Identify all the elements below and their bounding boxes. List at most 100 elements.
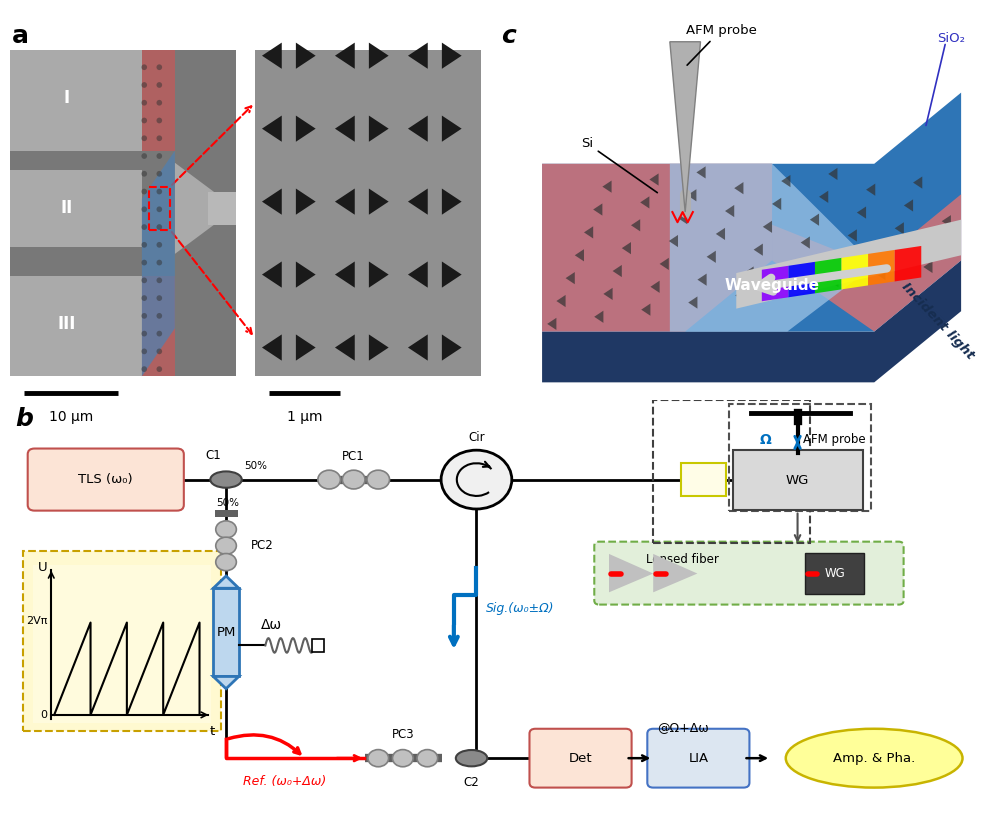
Polygon shape xyxy=(735,289,744,301)
Polygon shape xyxy=(335,334,355,360)
Text: C1: C1 xyxy=(205,449,221,462)
Polygon shape xyxy=(696,167,705,178)
Text: WG: WG xyxy=(786,474,810,487)
Polygon shape xyxy=(687,190,696,201)
Polygon shape xyxy=(369,42,389,69)
Circle shape xyxy=(141,189,147,194)
Text: U: U xyxy=(38,561,47,574)
Circle shape xyxy=(215,538,236,554)
Bar xyxy=(255,50,481,377)
Polygon shape xyxy=(763,221,772,233)
Text: III: III xyxy=(57,315,76,333)
Polygon shape xyxy=(594,310,603,323)
Polygon shape xyxy=(142,275,175,377)
Text: PC3: PC3 xyxy=(392,728,414,741)
Polygon shape xyxy=(631,219,640,231)
Text: b: b xyxy=(15,407,33,431)
Polygon shape xyxy=(542,92,961,332)
Polygon shape xyxy=(262,189,282,215)
Bar xyxy=(806,553,865,594)
Polygon shape xyxy=(556,295,565,307)
Bar xyxy=(149,187,170,230)
Text: TLS (ω₀): TLS (ω₀) xyxy=(78,473,132,486)
Text: WG: WG xyxy=(825,567,846,580)
Polygon shape xyxy=(725,205,734,217)
Text: Waveguide: Waveguide xyxy=(724,279,820,293)
Text: PC1: PC1 xyxy=(343,450,365,463)
Polygon shape xyxy=(565,272,575,284)
Text: Ref. (ω₀+Δω): Ref. (ω₀+Δω) xyxy=(243,775,327,788)
Polygon shape xyxy=(442,42,462,69)
Circle shape xyxy=(156,349,162,355)
Text: Sig.(ω₀±Ω): Sig.(ω₀±Ω) xyxy=(486,602,555,615)
Polygon shape xyxy=(877,268,886,280)
Polygon shape xyxy=(772,194,961,332)
FancyBboxPatch shape xyxy=(28,449,183,511)
Polygon shape xyxy=(868,250,895,285)
Polygon shape xyxy=(734,182,743,194)
Text: I: I xyxy=(63,89,69,107)
Circle shape xyxy=(156,242,162,248)
Polygon shape xyxy=(296,189,316,215)
Ellipse shape xyxy=(456,750,487,766)
Polygon shape xyxy=(904,199,913,212)
Circle shape xyxy=(156,153,162,158)
Polygon shape xyxy=(848,230,857,242)
Circle shape xyxy=(156,207,162,212)
Circle shape xyxy=(141,295,147,301)
Circle shape xyxy=(141,260,147,266)
Circle shape xyxy=(156,136,162,141)
Circle shape xyxy=(156,171,162,176)
Polygon shape xyxy=(369,334,389,360)
Polygon shape xyxy=(933,238,942,250)
Polygon shape xyxy=(736,220,961,309)
FancyBboxPatch shape xyxy=(647,729,749,788)
Polygon shape xyxy=(650,281,659,292)
Circle shape xyxy=(156,118,162,123)
Polygon shape xyxy=(839,252,848,265)
Polygon shape xyxy=(886,245,895,257)
Circle shape xyxy=(156,65,162,70)
Polygon shape xyxy=(697,274,706,286)
Circle shape xyxy=(417,750,438,766)
Polygon shape xyxy=(442,115,462,142)
Polygon shape xyxy=(829,167,838,180)
Text: 1 μm: 1 μm xyxy=(287,410,322,424)
Polygon shape xyxy=(783,282,792,294)
Polygon shape xyxy=(669,42,700,212)
FancyBboxPatch shape xyxy=(732,450,864,510)
Text: LIA: LIA xyxy=(688,752,708,765)
Polygon shape xyxy=(641,304,650,315)
Polygon shape xyxy=(913,176,922,189)
Polygon shape xyxy=(262,334,282,360)
Circle shape xyxy=(141,171,147,176)
Circle shape xyxy=(156,82,162,88)
Polygon shape xyxy=(175,163,236,254)
Circle shape xyxy=(141,224,147,230)
Bar xyxy=(10,275,175,377)
Circle shape xyxy=(141,242,147,248)
Polygon shape xyxy=(744,266,754,279)
Polygon shape xyxy=(296,334,316,360)
Polygon shape xyxy=(584,226,593,239)
Polygon shape xyxy=(942,215,951,227)
Polygon shape xyxy=(335,42,355,69)
Polygon shape xyxy=(142,150,175,377)
Bar xyxy=(10,50,175,150)
Text: Si: Si xyxy=(581,137,657,193)
Polygon shape xyxy=(857,207,866,219)
Polygon shape xyxy=(772,198,782,210)
Polygon shape xyxy=(369,261,389,288)
Polygon shape xyxy=(815,258,842,293)
Polygon shape xyxy=(442,261,462,288)
Circle shape xyxy=(141,278,147,283)
Polygon shape xyxy=(789,261,815,297)
Polygon shape xyxy=(593,203,602,216)
Circle shape xyxy=(318,470,341,489)
Circle shape xyxy=(156,331,162,337)
Polygon shape xyxy=(213,588,238,676)
Text: Incident light: Incident light xyxy=(899,280,976,362)
Polygon shape xyxy=(801,236,810,248)
Polygon shape xyxy=(923,261,933,273)
Polygon shape xyxy=(659,258,668,270)
